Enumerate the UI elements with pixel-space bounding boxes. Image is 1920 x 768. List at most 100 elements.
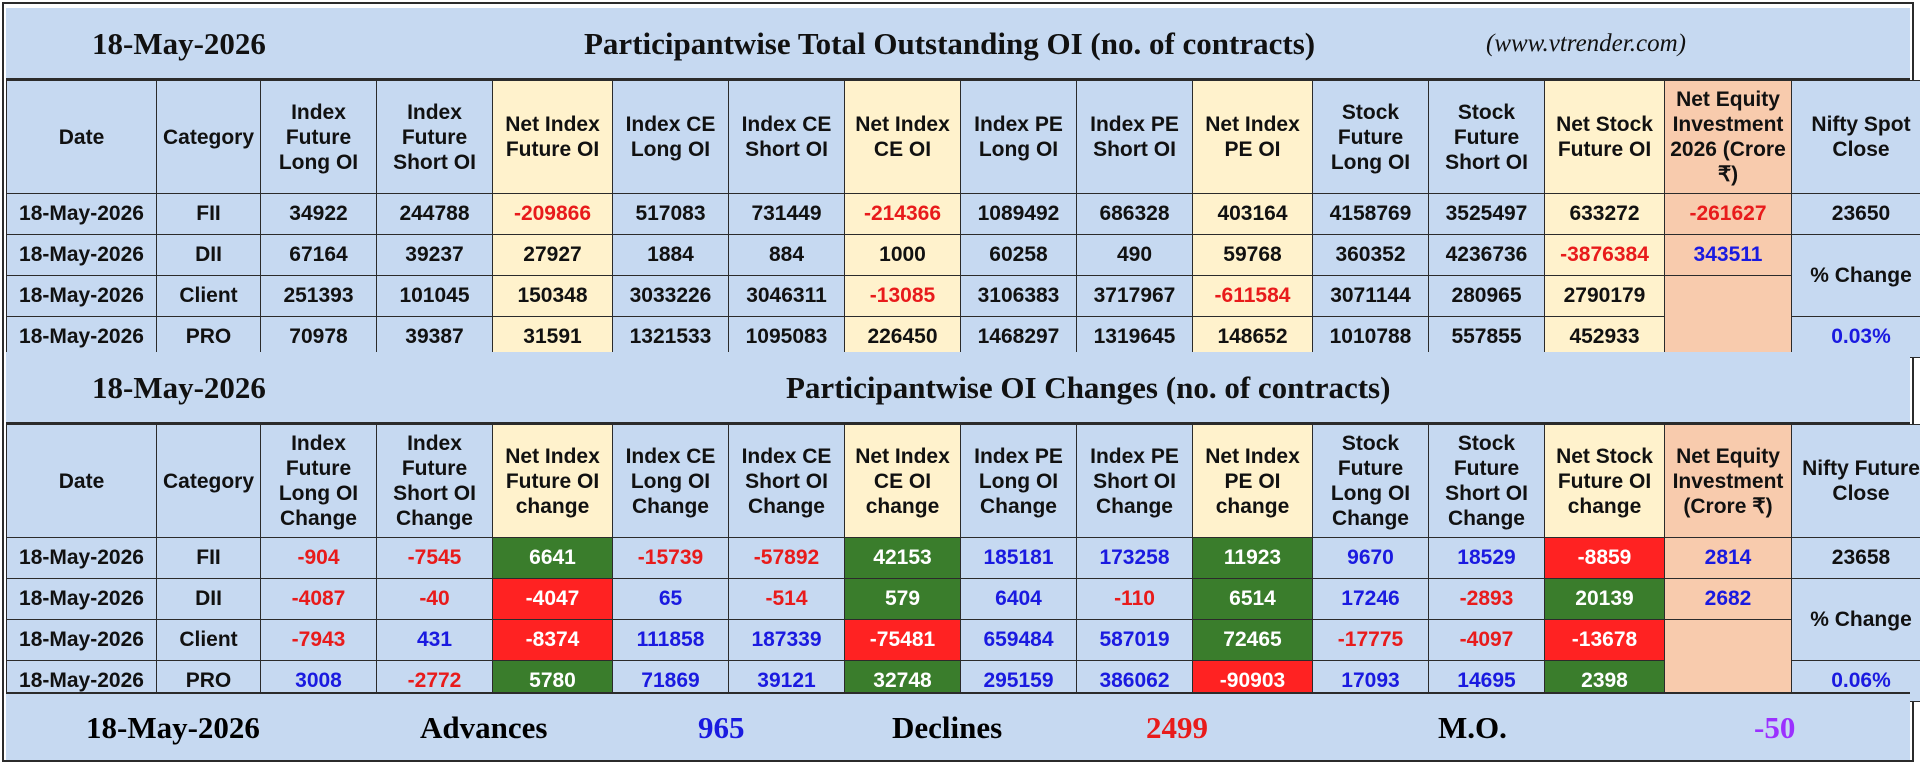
section2-header-4: Net Index Future OI change: [492, 424, 613, 538]
row-category: Client: [156, 619, 261, 661]
footer-date: 18-May-2026: [86, 710, 260, 745]
cell-value: 587019: [1076, 619, 1193, 661]
cell-value: 3525497: [1428, 193, 1545, 235]
section2-header-10: Net Index PE OI change: [1192, 424, 1313, 538]
cell-value: 72465: [1192, 619, 1313, 661]
section2-header-15: Nifty Future Close: [1791, 424, 1920, 538]
cell-value: 1319645: [1076, 316, 1193, 358]
net-equity-value: 2814: [1664, 537, 1792, 579]
cell-value: 1095083: [728, 316, 845, 358]
cell-value: 3071144: [1312, 275, 1429, 317]
nifty-close: 23658: [1791, 537, 1920, 579]
section1-header-7: Net Index CE OI: [844, 80, 961, 194]
cell-value: 490: [1076, 234, 1193, 276]
cell-value: 11923: [1192, 537, 1313, 579]
section1-header-8: Index PE Long OI: [960, 80, 1077, 194]
cell-value: -7943: [260, 619, 377, 661]
cell-value: 226450: [844, 316, 961, 358]
row-category: Client: [156, 275, 261, 317]
declines-value: 2499: [1146, 710, 1208, 745]
mo-label: M.O.: [1438, 710, 1507, 745]
cell-value: 34922: [260, 193, 377, 235]
cell-value: 150348: [492, 275, 613, 317]
cell-value: 18529: [1428, 537, 1545, 579]
row-date: 18-May-2026: [6, 619, 157, 661]
net-equity-value: -261627: [1664, 193, 1792, 235]
section1-title-bar: 18-May-2026 Participantwise Total Outsta…: [6, 8, 1910, 80]
nifty-pct-label: % Change: [1791, 578, 1920, 661]
cell-value: -3876384: [1544, 234, 1665, 276]
cell-value: 65: [612, 578, 729, 620]
cell-value: -17775: [1312, 619, 1429, 661]
cell-value: -40: [376, 578, 493, 620]
section1-header-4: Net Index Future OI: [492, 80, 613, 194]
cell-value: -4047: [492, 578, 613, 620]
cell-value: 185181: [960, 537, 1077, 579]
cell-value: 403164: [1192, 193, 1313, 235]
section2-header-2: Index Future Long OI Change: [260, 424, 377, 538]
section1-header-15: Nifty Spot Close: [1791, 80, 1920, 194]
section2-header-6: Index CE Short OI Change: [728, 424, 845, 538]
nifty-pct-label: % Change: [1791, 234, 1920, 317]
cell-value: -514: [728, 578, 845, 620]
row-date: 18-May-2026: [6, 193, 157, 235]
cell-value: 9670: [1312, 537, 1429, 579]
row-date: 18-May-2026: [6, 234, 157, 276]
row-date: 18-May-2026: [6, 578, 157, 620]
nifty-close: 23650: [1791, 193, 1920, 235]
cell-value: 1000: [844, 234, 961, 276]
cell-value: -15739: [612, 537, 729, 579]
section1-header-9: Index PE Short OI: [1076, 80, 1193, 194]
cell-value: -7545: [376, 537, 493, 579]
row-category: FII: [156, 193, 261, 235]
cell-value: 884: [728, 234, 845, 276]
cell-value: 6514: [1192, 578, 1313, 620]
table-row: 18-May-2026 Client 251393 101045 150348 30332…: [6, 275, 1920, 358]
cell-value: 244788: [376, 193, 493, 235]
cell-value: -904: [260, 537, 377, 579]
cell-value: 3717967: [1076, 275, 1193, 317]
cell-value: 3046311: [728, 275, 845, 317]
cell-value: 1884: [612, 234, 729, 276]
cell-value: 686328: [1076, 193, 1193, 235]
cell-value: 633272: [1544, 193, 1665, 235]
cell-value: 731449: [728, 193, 845, 235]
section1-header-1: Category: [156, 80, 261, 194]
table-row: 18-May-2026 DII -4087 -40 -4047 65 -514 579 6404…: [6, 578, 1920, 661]
cell-value: 4158769: [1312, 193, 1429, 235]
section2-title: Participantwise OI Changes (no. of contr…: [786, 370, 1391, 405]
cell-value: 70978: [260, 316, 377, 358]
cell-value: 1321533: [612, 316, 729, 358]
section2-header-7: Net Index CE OI change: [844, 424, 961, 538]
cell-value: 280965: [1428, 275, 1545, 317]
section1-header-13: Net Stock Future OI: [1544, 80, 1665, 194]
section2-header-13: Net Stock Future OI change: [1544, 424, 1665, 538]
cell-value: 20139: [1544, 578, 1665, 620]
cell-value: 42153: [844, 537, 961, 579]
section1-header-0: Date: [6, 80, 157, 194]
section2-header-12: Stock Future Short OI Change: [1428, 424, 1545, 538]
row-category: FII: [156, 537, 261, 579]
cell-value: 31591: [492, 316, 613, 358]
oi-changes-table: Date Category Index Future Long OI Change I…: [6, 424, 1920, 702]
net-equity-value: 2682: [1664, 578, 1792, 620]
section2-header-1: Category: [156, 424, 261, 538]
cell-value: 1468297: [960, 316, 1077, 358]
section1-header-3: Index Future Short OI: [376, 80, 493, 194]
cell-value: 111858: [612, 619, 729, 661]
cell-value: 17246: [1312, 578, 1429, 620]
advances-label: Advances: [420, 710, 548, 745]
section2-title-bar: 18-May-2026 Participantwise OI Changes (…: [6, 352, 1910, 424]
cell-value: 517083: [612, 193, 729, 235]
section2-header-14: Net Equity Investment (Crore ₹): [1664, 424, 1792, 538]
cell-value: -13085: [844, 275, 961, 317]
section1-title: Participantwise Total Outstanding OI (no…: [584, 26, 1316, 61]
row-date: 18-May-2026: [6, 537, 157, 579]
cell-value: 67164: [260, 234, 377, 276]
cell-value: -4087: [260, 578, 377, 620]
cell-value: -2893: [1428, 578, 1545, 620]
net-equity-value: 343511: [1664, 234, 1792, 276]
cell-value: -110: [1076, 578, 1193, 620]
cell-value: 452933: [1544, 316, 1665, 358]
cell-value: 148652: [1192, 316, 1313, 358]
